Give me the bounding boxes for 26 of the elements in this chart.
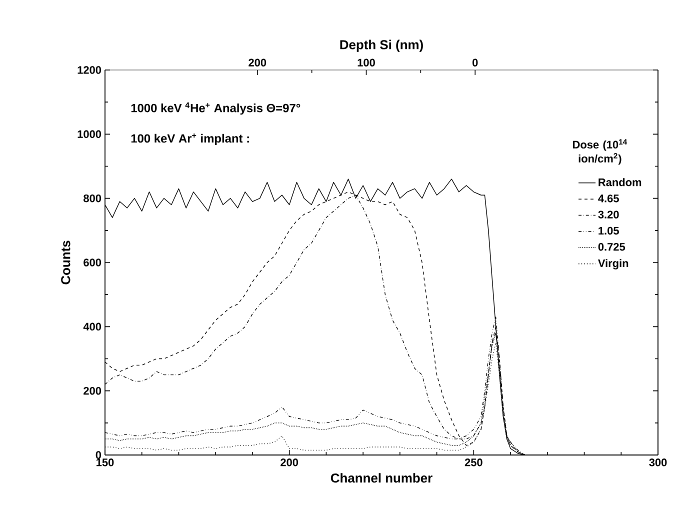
legend-label: 1.05 bbox=[598, 226, 619, 235]
x2-tick-label: 100 bbox=[358, 58, 375, 66]
y-axis-title: Counts bbox=[61, 240, 70, 284]
text: Dose (10$^{14}$ ion/cm$^{2}$) bbox=[573, 139, 628, 165]
x2-tick-label: 0 bbox=[472, 58, 478, 66]
x-axis-title: Channel number bbox=[330, 473, 432, 483]
x-tick-label: 150 bbox=[96, 458, 114, 466]
legend-label: Virgin bbox=[598, 259, 628, 270]
y-tick-label: 0 bbox=[96, 451, 102, 459]
y-tick-label: 1000 bbox=[78, 130, 102, 138]
x-tick-label: 250 bbox=[464, 458, 482, 466]
annotation: 100 keV Ar$^{+}$ implant : bbox=[131, 134, 249, 146]
y-tick-label: 400 bbox=[83, 322, 102, 331]
x2-tick-label: 200 bbox=[248, 58, 266, 66]
y-tick-label: 200 bbox=[84, 386, 102, 395]
y-tick-label: 1200 bbox=[78, 66, 102, 74]
x2-axis-title: Depth Si (nm) bbox=[340, 40, 423, 52]
legend-label: 0.725 bbox=[598, 242, 626, 251]
legend-label: 4.65 bbox=[598, 194, 619, 202]
legend-label: 3.20 bbox=[598, 210, 619, 218]
y-tick-label: 600 bbox=[84, 258, 102, 266]
x-tick-label: 300 bbox=[649, 458, 667, 466]
y-tick-label: 800 bbox=[84, 194, 102, 202]
annotation: 1000 keV $^{4}$He$^{+}$ Analysis Θ=97° bbox=[131, 102, 300, 115]
x-tick-label: 200 bbox=[280, 458, 298, 466]
legend-label: Random bbox=[598, 178, 642, 186]
